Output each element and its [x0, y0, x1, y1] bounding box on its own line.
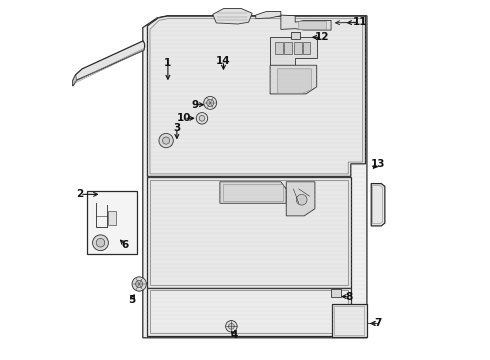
Circle shape [136, 280, 143, 288]
Polygon shape [277, 69, 311, 93]
Text: 6: 6 [121, 239, 128, 249]
Polygon shape [371, 184, 385, 226]
Circle shape [93, 235, 108, 251]
Circle shape [225, 320, 237, 332]
Text: 14: 14 [216, 56, 231, 66]
Circle shape [296, 194, 307, 205]
Polygon shape [256, 12, 281, 19]
Bar [298, 21, 326, 29]
Bar [303, 42, 310, 54]
Bar [108, 211, 116, 225]
Text: 12: 12 [315, 32, 329, 42]
Text: 5: 5 [128, 295, 136, 305]
Text: 7: 7 [374, 319, 381, 328]
Circle shape [159, 134, 173, 148]
Bar [275, 42, 283, 54]
Text: 2: 2 [76, 189, 84, 199]
Circle shape [204, 96, 217, 109]
Text: 1: 1 [164, 58, 171, 68]
Bar [87, 191, 137, 253]
Polygon shape [281, 15, 331, 30]
Polygon shape [147, 16, 366, 176]
Bar [331, 289, 341, 297]
Text: 3: 3 [173, 123, 180, 133]
Text: 8: 8 [345, 292, 353, 302]
Polygon shape [220, 182, 286, 203]
Polygon shape [332, 304, 367, 337]
Circle shape [196, 113, 208, 124]
Text: 9: 9 [191, 100, 198, 110]
Circle shape [199, 116, 205, 121]
Polygon shape [147, 288, 351, 336]
Bar [291, 32, 300, 39]
Polygon shape [73, 75, 76, 86]
Text: 13: 13 [370, 159, 385, 169]
Text: 11: 11 [352, 17, 367, 27]
Polygon shape [73, 41, 145, 86]
Bar [294, 42, 302, 54]
Polygon shape [147, 177, 351, 288]
Text: 10: 10 [177, 113, 191, 123]
Polygon shape [143, 16, 367, 338]
Polygon shape [213, 9, 252, 24]
Text: 4: 4 [231, 330, 238, 340]
Circle shape [132, 277, 147, 291]
Bar [285, 42, 292, 54]
Circle shape [96, 238, 105, 247]
Circle shape [163, 137, 170, 144]
Polygon shape [270, 65, 317, 94]
Circle shape [207, 99, 214, 107]
Circle shape [228, 323, 234, 329]
Polygon shape [270, 37, 317, 65]
Polygon shape [286, 182, 315, 216]
